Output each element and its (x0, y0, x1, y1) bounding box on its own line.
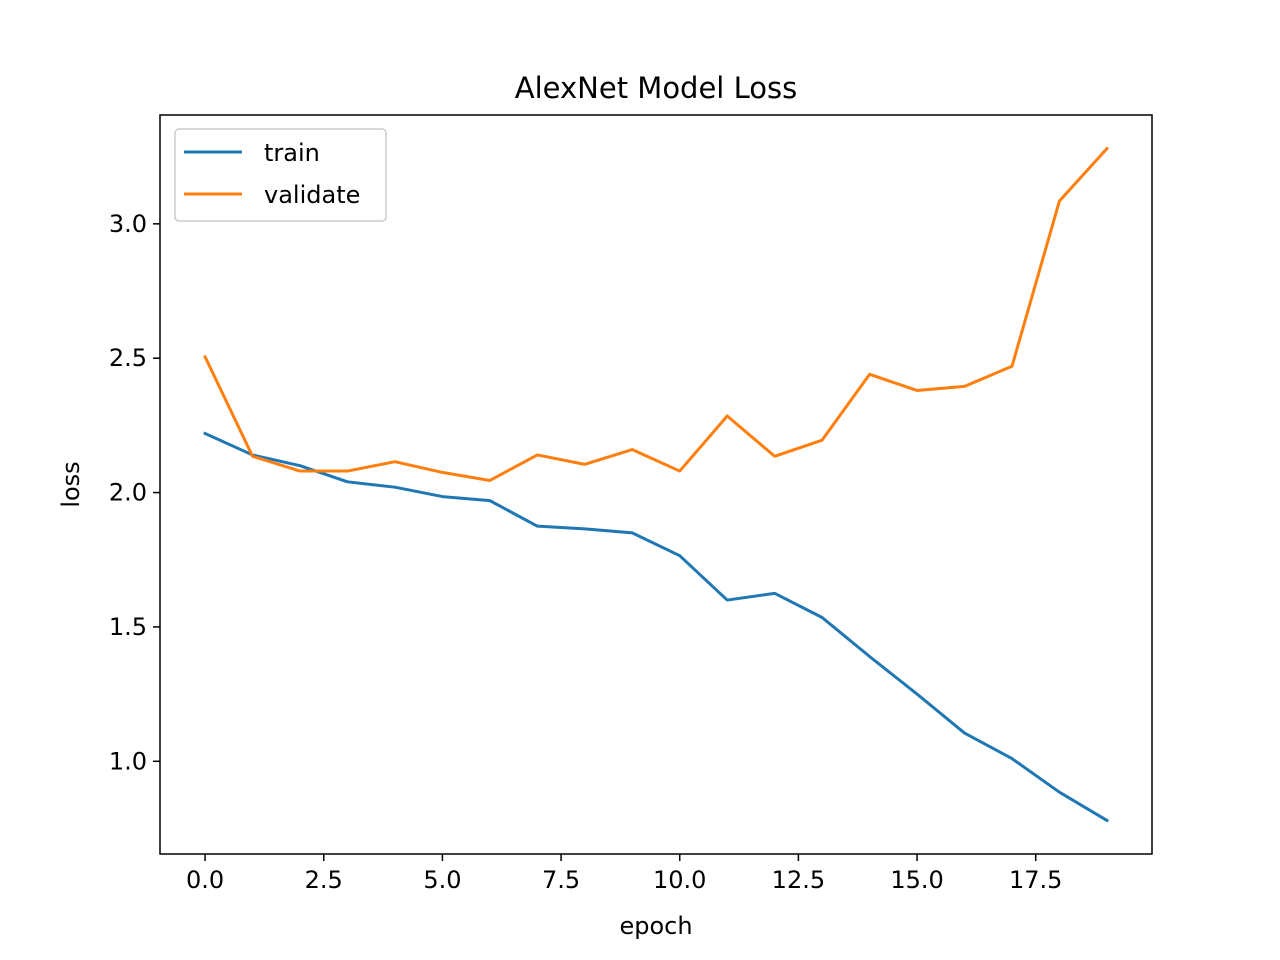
y-axis-label: loss (57, 461, 85, 507)
y-tick-label: 2.0 (109, 479, 147, 507)
series-lines (203, 146, 1110, 823)
chart-title: AlexNet Model Loss (515, 71, 797, 105)
y-tick-label: 1.5 (109, 613, 147, 641)
plot-area-frame (159, 114, 1153, 855)
y-tick-label: 3.0 (109, 210, 147, 238)
x-axis: 0.0 2.5 5.0 7.5 10.0 12.5 15.0 17.5 (186, 854, 1062, 894)
y-tick-label: 1.0 (109, 747, 147, 775)
x-tick-label: 2.5 (305, 866, 343, 894)
x-tick-label: 15.0 (890, 866, 943, 894)
x-axis-label: epoch (619, 912, 692, 940)
x-tick-label: 10.0 (653, 866, 706, 894)
y-axis: 1.0 1.5 2.0 2.5 3.0 (109, 210, 160, 775)
x-tick-label: 7.5 (542, 866, 580, 894)
x-tick-label: 12.5 (772, 866, 825, 894)
x-tick-label: 5.0 (423, 866, 461, 894)
legend-label-validate: validate (264, 181, 360, 209)
x-tick-label: 0.0 (186, 866, 224, 894)
legend-label-train: train (264, 139, 320, 167)
series-line-train (203, 431, 1109, 823)
y-tick-label: 2.5 (109, 344, 147, 372)
x-tick-label: 17.5 (1009, 866, 1062, 894)
series-line-validate (203, 146, 1110, 482)
legend: train validate (174, 128, 387, 222)
